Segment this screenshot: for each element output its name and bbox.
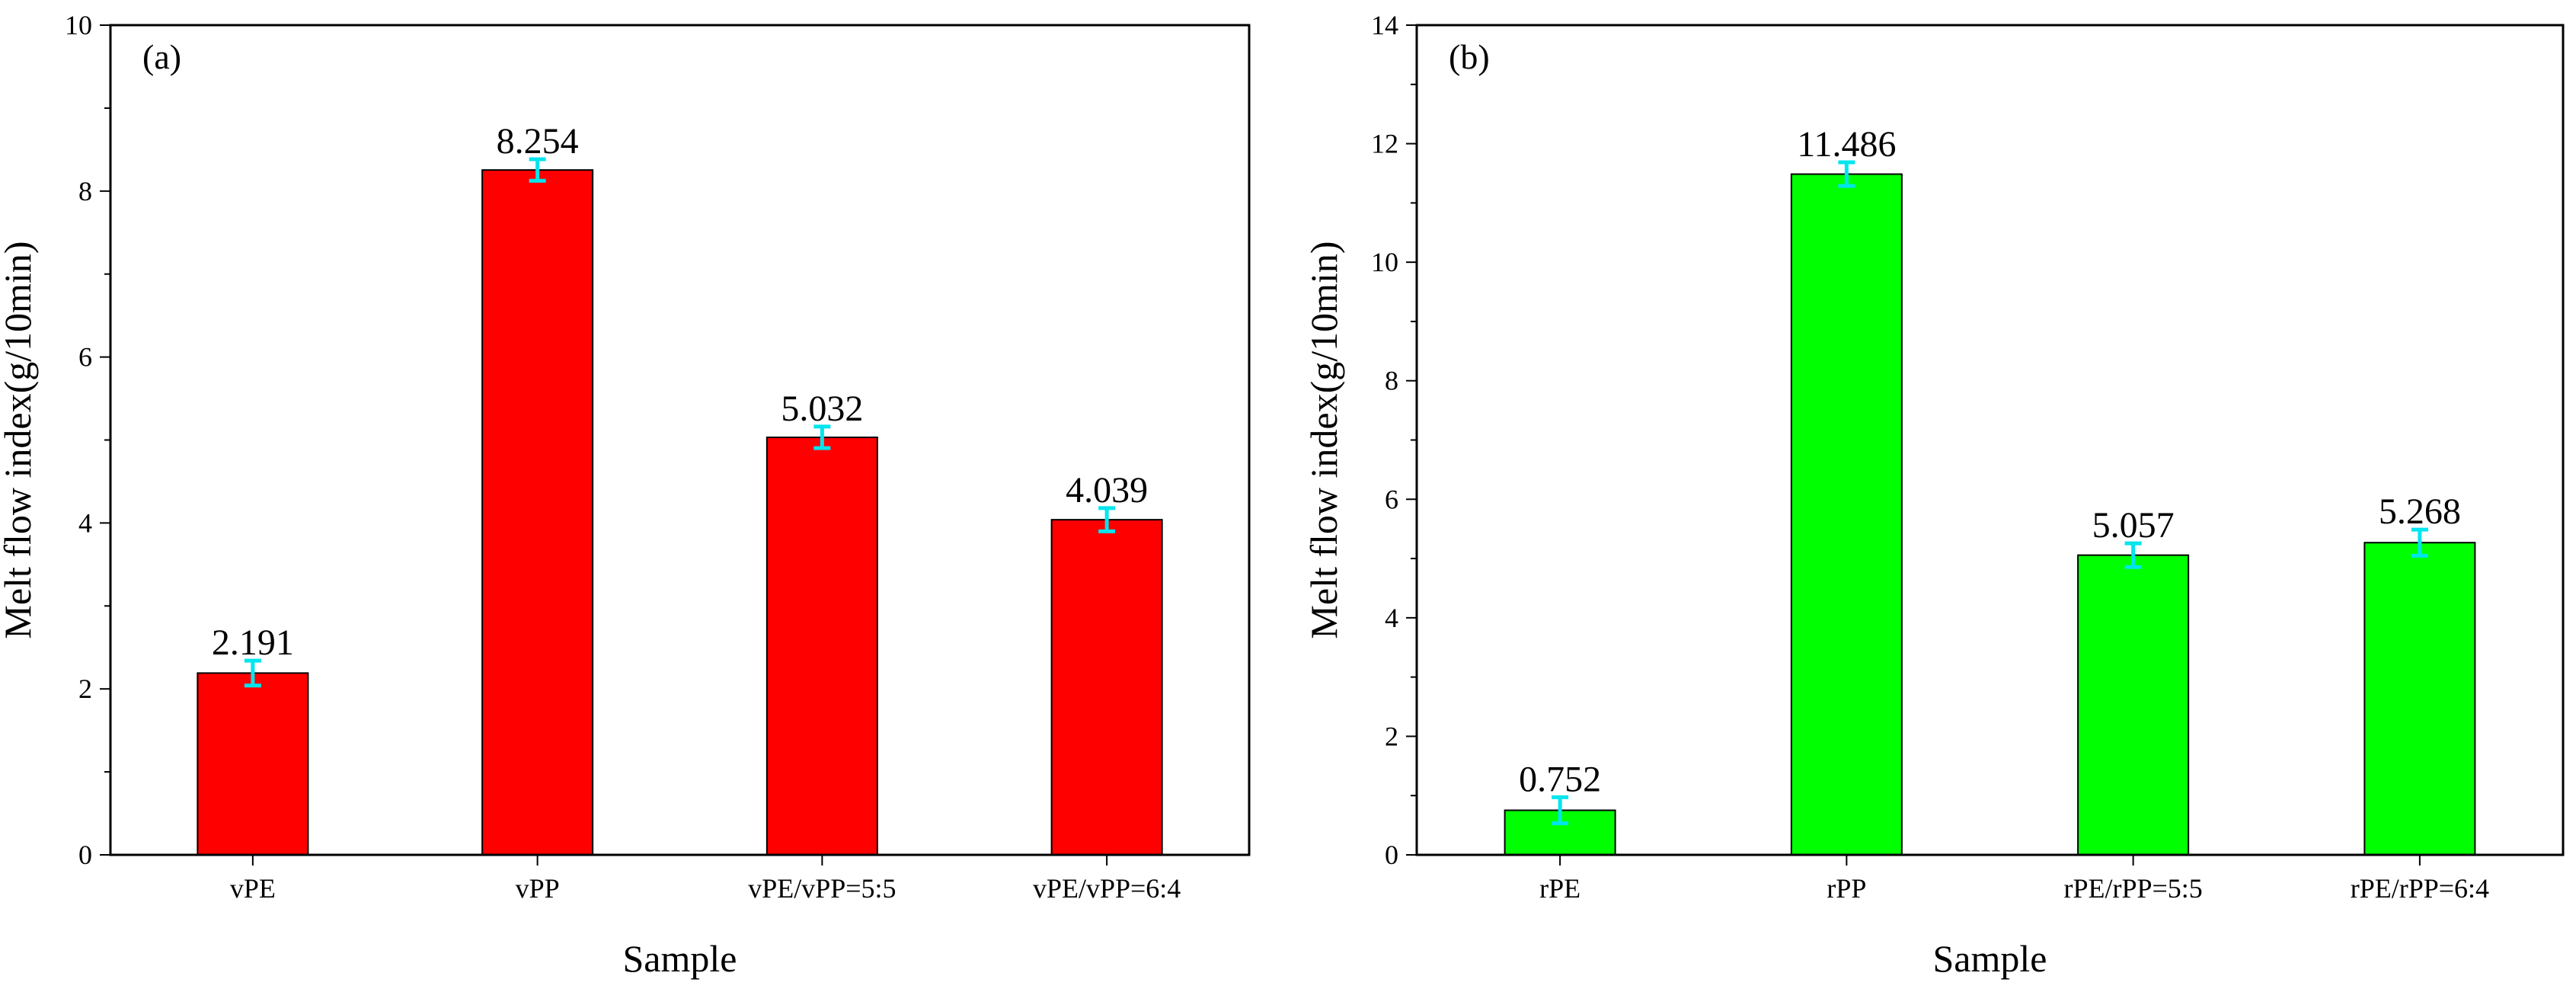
y-tick-label-2: 2 [78, 674, 92, 704]
x-tick-label-vPE/vPP=6:4: vPE/vPP=6:4 [1033, 873, 1181, 904]
x-tick-label-vPE/vPP=5:5: vPE/vPP=5:5 [748, 873, 896, 904]
value-label-vPE/vPP=5:5: 5.032 [781, 389, 863, 429]
x-axis-title: Sample [1933, 937, 2047, 980]
value-label-rPP: 11.486 [1797, 124, 1896, 165]
y-tick-label-4: 4 [1385, 603, 1398, 633]
x-tick-label-rPE/rPP=5:5: rPE/rPP=5:5 [2063, 873, 2202, 904]
y-tick-label-14: 14 [1371, 10, 1398, 40]
x-tick-label-vPE: vPE [230, 873, 276, 904]
y-axis-title: Melt flow index(g/10min) [0, 241, 39, 638]
y-tick-label-0: 0 [78, 840, 92, 870]
plot-frame [1415, 24, 2565, 856]
panel-tag: (b) [1449, 37, 1490, 76]
y-tick-label-10: 10 [1371, 247, 1398, 277]
bar-rPE/rPP=5:5 [2077, 554, 2190, 856]
x-tick-label-rPE/rPP=6:4: rPE/rPP=6:4 [2351, 873, 2489, 904]
bar-rPP [1790, 173, 1903, 856]
plot-frame [109, 24, 1251, 856]
value-label-rPE/rPP=6:4: 5.268 [2379, 491, 2461, 532]
value-label-rPE/rPP=5:5: 5.057 [2092, 505, 2175, 546]
y-tick-label-0: 0 [1385, 840, 1398, 870]
value-label-vPE/vPP=6:4: 4.039 [1066, 470, 1148, 510]
x-axis-title: Sample [623, 937, 737, 980]
bar-vPE/vPP=6:4 [1050, 519, 1163, 856]
value-label-rPE: 0.752 [1519, 759, 1601, 799]
error-bar-rPE/rPP=5:5 [2124, 541, 2142, 569]
x-tick-label-rPE: rPE [1539, 873, 1580, 904]
bar-vPE [197, 672, 309, 856]
y-tick-label-6: 6 [78, 342, 92, 373]
y-tick-label-10: 10 [65, 10, 92, 40]
value-label-vPP: 8.254 [497, 121, 579, 162]
error-bar-vPE [244, 658, 261, 688]
chart-panel-b: 0.752 rPE 11.486 rPP 5.057 rPE/rPP=5:5 5.268 rP… [1302, 10, 2565, 980]
y-axis-title: Melt flow index(g/10min) [1302, 241, 1345, 638]
error-bar-vPE/vPP=5:5 [813, 424, 831, 450]
y-tick-label-8: 8 [1385, 366, 1398, 396]
y-tick-label-2: 2 [1385, 721, 1398, 751]
error-bar-vPE/vPP=6:4 [1098, 506, 1116, 533]
error-bar-rPE [1552, 795, 1569, 826]
x-tick-label-vPP: vPP [516, 873, 560, 904]
y-tick-label-12: 12 [1371, 129, 1398, 159]
value-label-vPE: 2.191 [212, 622, 294, 663]
x-tick-label-rPP: rPP [1827, 873, 1866, 904]
error-bar-vPP [529, 157, 546, 183]
bar-vPP [481, 169, 594, 856]
error-bar-rPP [1838, 160, 1855, 188]
error-bar-rPE/rPP=6:4 [2411, 527, 2428, 558]
panel-tag: (a) [142, 37, 181, 76]
chart-panel-a: 2.191 vPE 8.254 vPP 5.032 vPE/vPP=5:5 4.039 vPE… [0, 10, 1251, 980]
y-tick-label-4: 4 [78, 507, 92, 538]
bar-vPE/vPP=5:5 [765, 437, 878, 856]
y-tick-label-6: 6 [1385, 484, 1398, 514]
y-tick-label-8: 8 [78, 176, 92, 206]
bar-rPE/rPP=6:4 [2363, 542, 2476, 856]
